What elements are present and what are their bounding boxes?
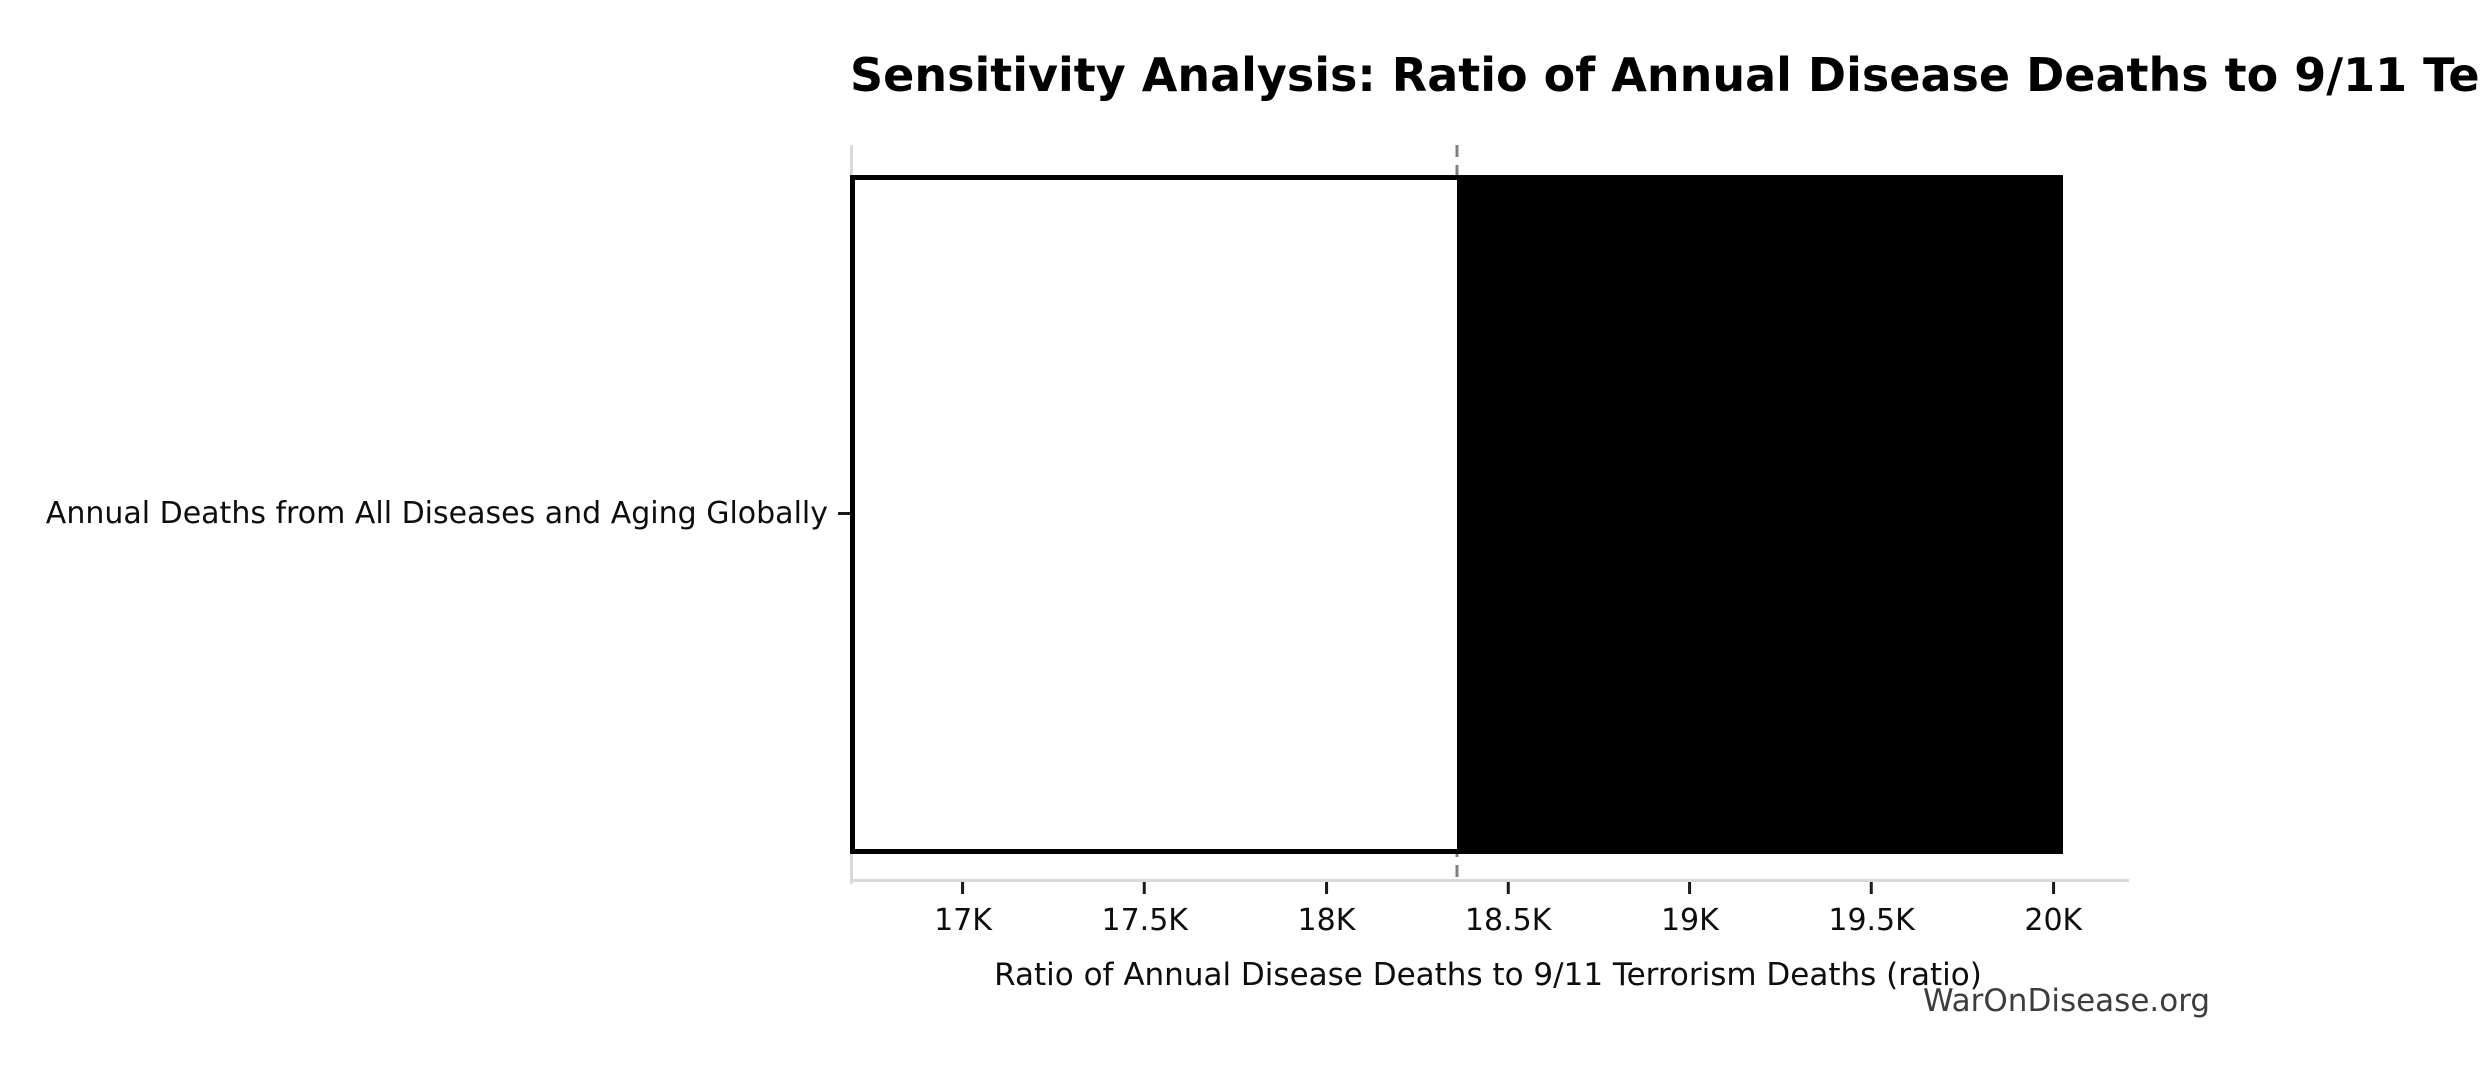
chart-title: Sensitivity Analysis: Ratio of Annual Di… xyxy=(850,48,2483,102)
x-tick: 20K xyxy=(2024,882,2082,938)
x-tick: 17K xyxy=(934,882,992,938)
x-tick: 17.5K xyxy=(1101,882,1188,938)
x-tick-label: 17K xyxy=(934,903,992,938)
x-tick-label: 18K xyxy=(1297,903,1356,938)
x-tick-label: 19K xyxy=(1660,903,1719,938)
x-tick-mark xyxy=(1870,882,1874,894)
x-tick: 18.5K xyxy=(1465,882,1551,938)
y-tick-mark xyxy=(838,512,850,515)
x-tick-mark xyxy=(961,882,965,894)
x-axis-ticks: 17K 17.5K 18K 18.5K 19K 19.5K 20K xyxy=(850,882,2126,952)
x-tick-mark xyxy=(1688,882,1692,894)
x-tick-label: 19.5K xyxy=(1828,903,1915,938)
x-tick-mark xyxy=(1506,882,1510,894)
plot-area xyxy=(850,145,2126,881)
bar-segment-base-to-high xyxy=(1456,175,2064,854)
x-tick-label: 17.5K xyxy=(1101,903,1188,938)
x-axis-label: Ratio of Annual Disease Deaths to 9/11 T… xyxy=(994,957,1982,993)
x-tick: 18K xyxy=(1297,882,1356,938)
y-axis-category-label: Annual Deaths from All Diseases and Agin… xyxy=(45,496,828,531)
sensitivity-bar xyxy=(850,175,2064,854)
x-tick: 19.5K xyxy=(1828,882,1915,938)
x-tick-mark xyxy=(2051,882,2055,894)
x-tick-mark xyxy=(1143,882,1147,894)
x-axis-spine xyxy=(850,879,2129,882)
x-tick-mark xyxy=(1324,882,1328,894)
watermark: WarOnDisease.org xyxy=(1923,983,2211,1019)
x-tick-label: 20K xyxy=(2024,903,2083,938)
x-tick-label: 18.5K xyxy=(1464,903,1552,938)
bar-segment-low-to-base xyxy=(850,175,1457,854)
x-tick: 19K xyxy=(1661,882,1719,938)
